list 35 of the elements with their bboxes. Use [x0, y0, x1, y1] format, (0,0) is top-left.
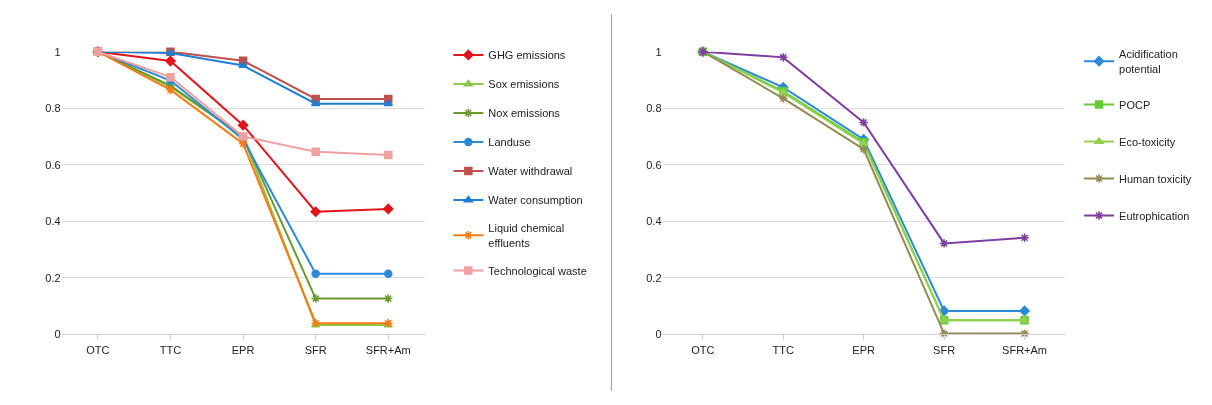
y-tick-label: 1: [54, 45, 61, 58]
x-tick-label: SFR+Am: [1002, 343, 1048, 356]
legend-label: POCP: [1119, 98, 1151, 111]
y-tick-label: 1: [655, 45, 662, 58]
legend-label: Water withdrawal: [488, 165, 573, 178]
x-tick-label: OTC: [691, 343, 715, 356]
legend-label: Sox emissions: [488, 78, 560, 91]
x-tick-label: OTC: [86, 343, 110, 356]
y-tick-label: 0.6: [45, 158, 61, 171]
x-tick-label: SFR+Am: [365, 343, 411, 356]
y-tick-label: 0.8: [646, 102, 662, 115]
y-tick-label: 0.2: [646, 271, 662, 284]
legend-label: Water consumption: [488, 194, 583, 207]
legend-label: Human toxicity: [1119, 172, 1192, 185]
x-tick-label: TTC: [772, 343, 794, 356]
legend-label: Technological waste: [488, 264, 587, 277]
y-tick-label: 0.6: [646, 158, 662, 171]
legend-label: Eco-toxicity: [1119, 135, 1176, 148]
y-tick-label: 0.2: [45, 271, 61, 284]
legend-label: Nox emissions: [488, 107, 561, 120]
legend-label: Eutrophication: [1119, 209, 1190, 222]
x-tick-label: SFR: [304, 343, 327, 356]
x-tick-label: SFR: [933, 343, 956, 356]
legend-label: Landuse: [488, 136, 531, 149]
legend-label: Acidification potential: [1119, 48, 1178, 75]
x-tick-label: TTC: [159, 343, 182, 356]
x-tick-label: EPR: [231, 343, 255, 356]
x-tick-label: EPR: [852, 343, 876, 356]
legend-label: GHG emissions: [488, 49, 566, 62]
y-tick-label: 0.4: [646, 215, 662, 228]
y-tick-label: 0.8: [45, 102, 61, 115]
y-tick-label: 0: [54, 328, 61, 341]
y-tick-label: 0: [655, 328, 662, 341]
legend-label: Liquid chemical effluents: [488, 222, 565, 249]
y-tick-label: 0.4: [45, 215, 61, 228]
